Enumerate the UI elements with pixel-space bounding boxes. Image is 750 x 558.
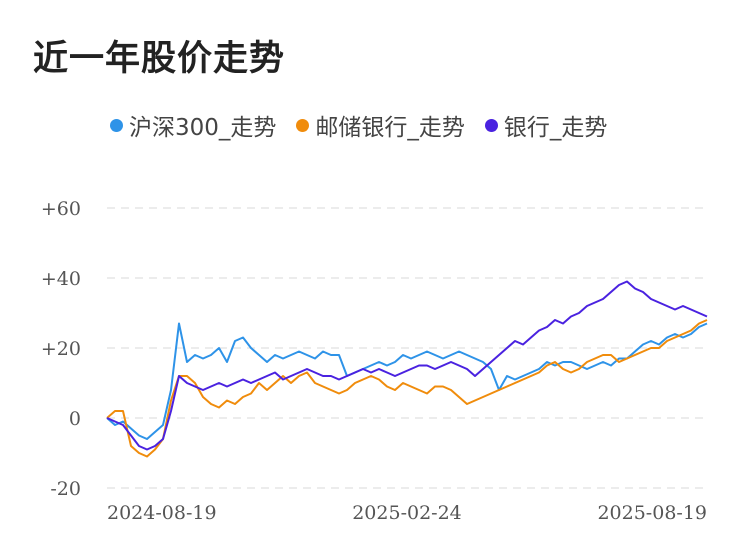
y-tick-label: +20	[41, 338, 81, 360]
chart-title: 近一年股价走势	[33, 39, 286, 79]
legend-label-csi300: 沪深300_走势	[129, 115, 277, 141]
grid-layer	[107, 207, 707, 489]
legend-dot-psbc	[296, 118, 310, 132]
legend-item-psbc[interactable]: 邮储银行_走势	[296, 108, 465, 142]
series-layer	[106, 280, 708, 458]
y-tick-label: -20	[50, 478, 81, 500]
series-line-2	[106, 280, 708, 451]
series-line-0	[106, 322, 708, 440]
legend-dot-bank	[484, 118, 498, 132]
x-axis-ticks: 2024-08-19 2025-02-24 2025-08-19	[107, 502, 707, 524]
series-line-1	[106, 319, 708, 458]
x-tick-label: 2024-08-19	[107, 502, 217, 524]
y-tick-label: +40	[41, 268, 81, 290]
legend-label-psbc: 邮储银行_走势	[315, 115, 465, 141]
y-tick-label: 0	[69, 408, 81, 430]
chart-legend: 沪深300_走势 邮储银行_走势 银行_走势	[110, 108, 627, 142]
legend-label-bank: 银行_走势	[503, 115, 608, 141]
y-axis-ticks: +60 +40 +20 0 -20	[41, 198, 81, 500]
legend-item-bank[interactable]: 银行_走势	[484, 108, 608, 142]
legend-dot-csi300	[110, 118, 123, 132]
x-tick-label: 2025-02-24	[352, 502, 462, 524]
y-tick-label: +60	[41, 198, 81, 220]
x-tick-label: 2025-08-19	[597, 502, 707, 524]
legend-item-csi300[interactable]: 沪深300_走势	[110, 108, 276, 142]
